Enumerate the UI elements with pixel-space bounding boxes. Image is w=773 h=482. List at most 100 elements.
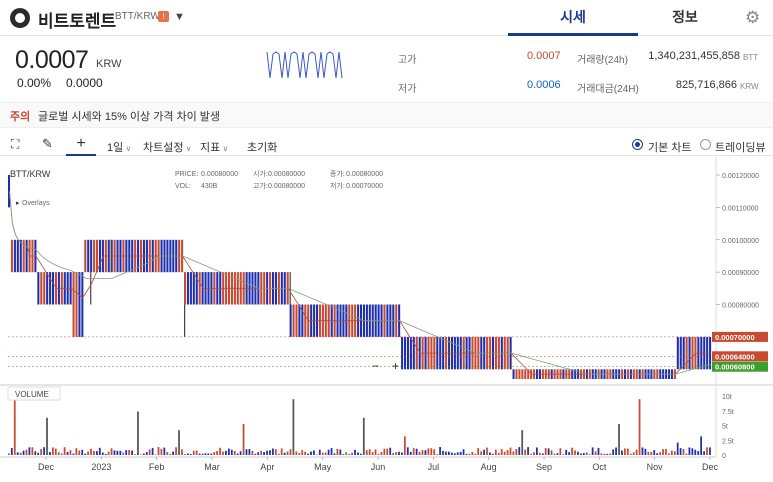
volume-bar xyxy=(260,451,263,455)
candle xyxy=(404,336,407,370)
volume-bar xyxy=(465,453,468,455)
tradingview-label[interactable]: 트레이딩뷰 xyxy=(715,142,766,154)
doji-candle xyxy=(184,304,186,337)
volume-bar xyxy=(571,447,573,455)
volume-bar xyxy=(313,450,315,455)
volume-bar xyxy=(8,453,10,455)
x-tick-label: Oct xyxy=(592,462,607,472)
volume-bar xyxy=(474,453,477,455)
volume-bar xyxy=(536,447,538,455)
volume-tick-label: 10t xyxy=(722,394,732,401)
volume-bar xyxy=(54,448,57,455)
volume-bar xyxy=(186,453,189,455)
zoom-out-button[interactable]: − xyxy=(372,359,379,373)
candle xyxy=(8,175,11,208)
chevron-down-icon[interactable]: ▼ xyxy=(174,11,185,23)
reset-button[interactable]: 초기화 xyxy=(247,142,278,154)
volume-bar xyxy=(673,451,676,455)
legend-close: 0.00080000 xyxy=(346,171,383,178)
crosshair-icon[interactable]: + xyxy=(66,134,96,156)
tab-price[interactable]: 시세 xyxy=(508,0,638,36)
triangle-right-icon[interactable]: ▸ xyxy=(16,200,20,207)
fullscreen-icon[interactable]: ⛶ xyxy=(11,137,20,151)
coin-name[interactable]: 비트토렌트 xyxy=(38,12,117,31)
volume-bar xyxy=(324,452,327,455)
basic-chart-label[interactable]: 기본 차트 xyxy=(648,142,692,154)
volume-bar xyxy=(160,448,163,455)
volume-bar xyxy=(588,454,591,455)
volume-bar xyxy=(582,453,585,455)
volume-bar xyxy=(233,451,236,455)
volume-bar xyxy=(63,447,66,455)
volume-bar xyxy=(66,451,69,455)
volume-tick-label: 5t xyxy=(722,424,728,431)
zoom-in-button[interactable]: + xyxy=(392,359,399,373)
candle xyxy=(515,369,518,379)
volume-bar xyxy=(354,449,356,455)
gear-icon[interactable]: ⚙ xyxy=(745,8,761,27)
x-tick-label: Jun xyxy=(371,462,386,472)
volume-bar xyxy=(113,450,116,455)
x-tick-label: 2023 xyxy=(91,462,111,472)
volume-bar xyxy=(430,448,433,455)
volume-bar xyxy=(72,453,75,455)
price-tag-label: 0.00060800 xyxy=(715,363,755,372)
volume-bar xyxy=(125,450,128,455)
basic-chart-radio[interactable] xyxy=(632,139,643,150)
interval-select[interactable]: 1일 ∨ xyxy=(107,142,132,154)
candle xyxy=(96,239,99,273)
ma-short-line xyxy=(9,191,711,375)
tradingview-radio[interactable] xyxy=(700,139,711,150)
volume-bar xyxy=(486,447,488,455)
low-value: 0.0006 xyxy=(527,79,561,91)
tab-info[interactable]: 정보 xyxy=(672,9,698,25)
volume-bar xyxy=(330,448,333,455)
pencil-icon[interactable]: ✎ xyxy=(42,136,53,151)
volume-bar xyxy=(688,447,691,455)
candle xyxy=(518,369,521,379)
price-tag-label: 0.00070000 xyxy=(715,333,755,342)
volume-bar xyxy=(609,453,612,455)
volume-bar xyxy=(442,450,444,455)
candle xyxy=(412,336,415,370)
legend-vol-label: VOL: xyxy=(175,183,191,190)
volume-bar xyxy=(43,447,45,455)
price-tag xyxy=(712,351,768,362)
chart-settings-menu[interactable]: 차트설정 ∨ xyxy=(143,142,192,154)
volume-bar xyxy=(207,453,210,455)
candle xyxy=(298,304,301,337)
volume-bar xyxy=(266,450,268,455)
legend-close-label: 종가: xyxy=(330,169,345,178)
volume-bar xyxy=(580,453,582,455)
volume-bar xyxy=(96,451,98,455)
volume-bar xyxy=(386,448,389,455)
volume-bar xyxy=(362,417,365,455)
candle xyxy=(676,336,679,370)
volume-bar xyxy=(110,448,113,455)
volume-bar xyxy=(213,452,216,455)
volume-value: 1,340,231,455,858 xyxy=(648,50,740,62)
overlays-label[interactable]: Overlays xyxy=(22,200,50,207)
volume-bar xyxy=(427,448,430,455)
x-tick-label: Dec xyxy=(38,462,55,472)
volume-bar xyxy=(90,448,92,455)
volume-panel-title: VOLUME xyxy=(15,390,49,399)
volume-bar xyxy=(318,449,321,455)
x-tick-label: Sep xyxy=(536,462,552,472)
volume-bar xyxy=(703,451,705,455)
ohlc-legend: PRICE: 0.00080000 시가: 0.00080000 종가: 0.0… xyxy=(175,169,383,190)
candle xyxy=(685,336,688,370)
indicators-menu[interactable]: 지표 ∨ xyxy=(200,142,229,154)
volume-bar xyxy=(629,453,632,455)
volume-bar xyxy=(25,449,28,455)
volume-bar xyxy=(316,454,318,455)
volume-bar xyxy=(406,447,409,455)
candle xyxy=(192,272,195,305)
price-chart[interactable]: 0.00120000 0.00110000 0.00100000 0.00090000… xyxy=(0,157,773,482)
volume-bar xyxy=(568,452,571,455)
volume-bar xyxy=(104,454,107,455)
volume-bar xyxy=(480,451,483,455)
volume-bar xyxy=(166,452,169,455)
volume-unit: BTT xyxy=(743,53,759,62)
pair-label: BTT/KRW xyxy=(115,11,160,22)
